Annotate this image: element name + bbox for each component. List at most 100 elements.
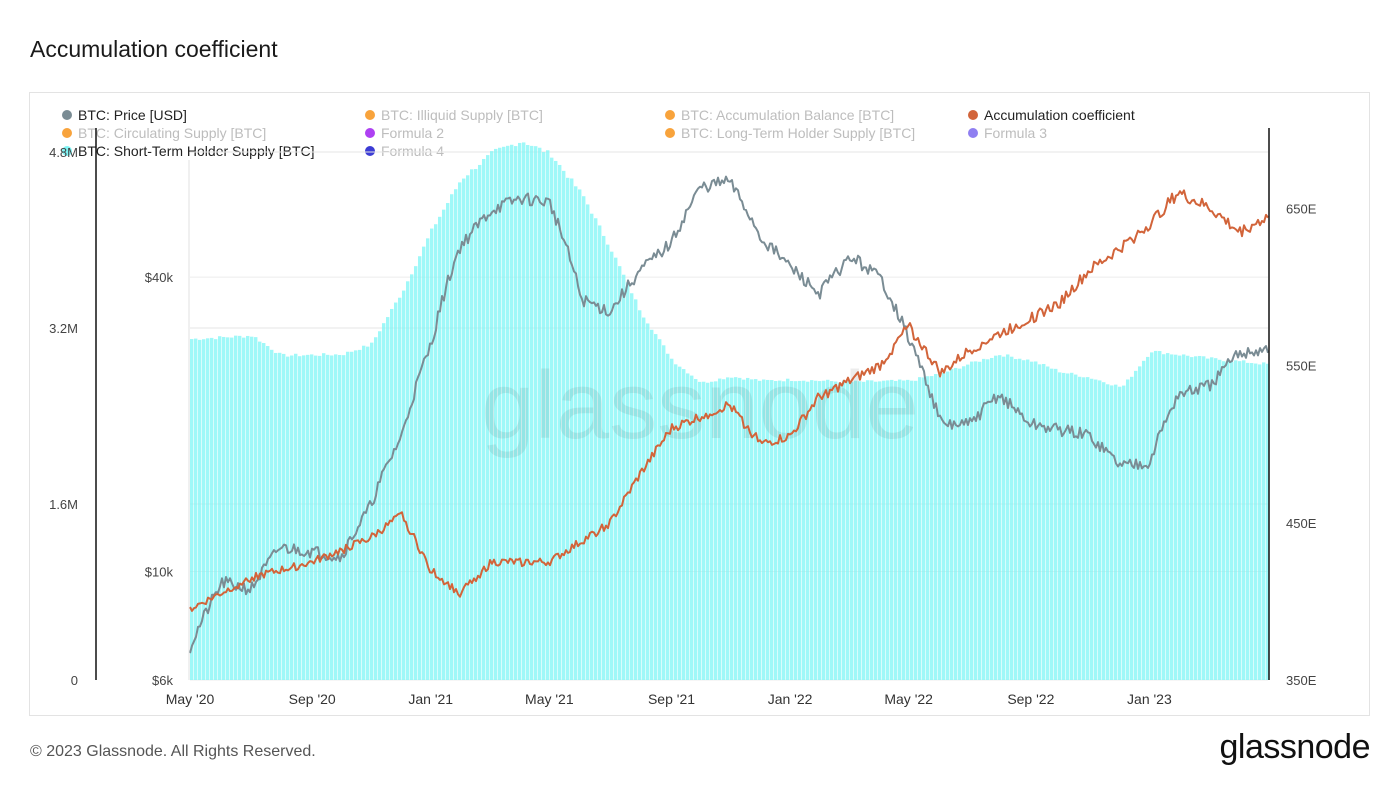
sth-supply-bar [1242,360,1246,680]
sth-supply-bar [550,157,554,680]
supply-tick-label: 0 [71,673,78,688]
supply-tick-label: 3.2M [49,321,78,336]
sth-supply-bar [790,380,794,680]
sth-supply-bar [562,170,566,680]
legend-item-formula-3[interactable]: Formula 3 [968,125,1047,141]
sth-supply-bar [726,377,730,680]
x-tick-label: Jan '23 [1127,691,1172,707]
sth-supply-bar [470,169,474,680]
legend-item-circulating-supply[interactable]: BTC: Circulating Supply [BTC] [62,125,266,141]
sth-supply-bar [738,377,742,680]
sth-supply-bar [610,251,614,680]
sth-supply-bar [334,354,338,680]
sth-supply-bar [454,189,458,681]
sth-supply-bar [618,266,622,680]
sth-supply-bar [1246,362,1250,680]
sth-supply-bar [1094,379,1098,680]
sth-supply-bar [402,290,406,680]
sth-supply-bar [1198,355,1202,680]
legend-item-formula-2[interactable]: Formula 2 [365,125,444,141]
sth-supply-bar [802,380,806,680]
legend-item-formula-4[interactable]: Formula 4 [365,143,444,159]
sth-supply-bar [1078,376,1082,680]
sth-supply-bar [374,337,378,680]
sth-supply-bar [350,351,354,680]
sth-supply-bar [442,209,446,680]
sth-supply-bar [1122,385,1126,680]
sth-supply-bar [418,256,422,680]
sth-supply-bar [1070,372,1074,680]
legend-item-accumulation-balance[interactable]: BTC: Accumulation Balance [BTC] [665,107,894,123]
sth-supply-bar [258,341,262,680]
sth-supply-bar [546,150,550,681]
sth-supply-bar [706,382,710,680]
legend-dot [968,128,978,138]
sth-supply-bar [750,379,754,680]
sth-supply-bar [1042,363,1046,680]
sth-supply-bar [246,335,250,680]
sth-supply-bar [946,371,950,680]
sth-supply-bar [714,381,718,680]
sth-supply-bar [614,257,618,680]
legend: BTC: Price [USD] BTC: Illiquid Supply [B… [62,107,1162,161]
sth-supply-bar [1162,354,1166,680]
sth-supply-bar [682,369,686,680]
sth-supply-bar [662,345,666,680]
sth-supply-bar [1254,363,1258,680]
sth-supply-bar [1166,353,1170,680]
legend-item-sth-supply[interactable]: BTC: Short-Term Holder Supply [BTC] [62,143,315,159]
sth-supply-bar [254,337,258,680]
sth-supply-bar [866,380,870,680]
sth-supply-bar [686,373,690,680]
sth-supply-bar [1038,364,1042,680]
sth-supply-bar [574,186,578,680]
sth-supply-bar [558,164,562,680]
sth-supply-bar [986,359,990,680]
sth-supply-bar [1182,354,1186,680]
sth-supply-bar [646,323,650,680]
sth-supply-bar [926,376,930,680]
sth-supply-bar [846,381,850,680]
legend-label: BTC: Illiquid Supply [BTC] [381,107,543,123]
chart-title: Accumulation coefficient [30,36,278,62]
sth-supply-bar [622,274,626,680]
sth-supply-bar [874,381,878,680]
legend-dot [62,128,72,138]
sth-supply-bar [794,381,798,680]
sth-supply-bar [1174,354,1178,680]
sth-supply-bar [798,380,802,680]
legend-item-price[interactable]: BTC: Price [USD] [62,107,187,123]
sth-supply-bar [318,355,322,680]
sth-supply-bar [266,346,270,680]
sth-supply-bar [730,377,734,680]
legend-item-lth-supply[interactable]: BTC: Long-Term Holder Supply [BTC] [665,125,915,141]
sth-supply-bar [958,368,962,680]
legend-item-accumulation-coefficient[interactable]: Accumulation coefficient [968,107,1135,123]
sth-supply-bar [942,372,946,680]
sth-supply-bar [202,339,206,680]
series-lines [189,175,1269,654]
sth-supply-bar [1066,373,1070,680]
sth-supply-bar [486,155,490,680]
sth-supply-bar [398,297,402,680]
sth-supply-bar [250,336,254,680]
sth-supply-bar [462,178,466,680]
sth-supply-bar [830,381,834,680]
sth-supply-bar [1142,360,1146,680]
sth-supply-bar [198,339,202,680]
sth-supply-bar [858,381,862,680]
sth-supply-bar [578,189,582,680]
sth-supply-bar [194,338,198,680]
sth-supply-bar [522,142,526,680]
sth-supply-bar [974,361,978,680]
sth-supply-bar [1090,378,1094,680]
sth-supply-bar [1074,374,1078,680]
sth-supply-bar [1134,370,1138,680]
sth-supply-bar [1226,361,1230,680]
legend-item-illiquid-supply[interactable]: BTC: Illiquid Supply [BTC] [365,107,543,123]
sth-supply-bar [634,299,638,680]
price-tick-label: $40k [145,270,174,285]
sth-supply-bar [666,353,670,680]
sth-supply-bar [642,317,646,680]
sth-supply-bar [386,317,390,680]
